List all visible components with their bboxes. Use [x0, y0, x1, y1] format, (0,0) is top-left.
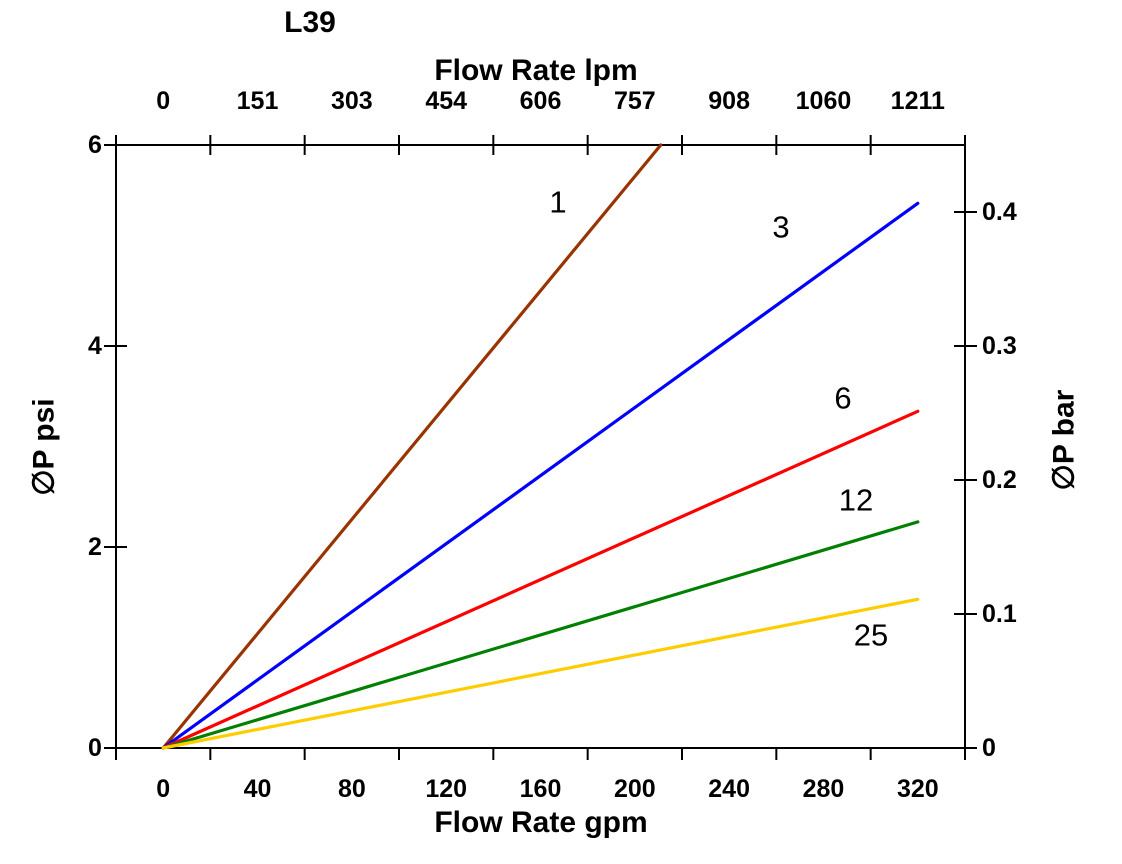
top-tick-label: 303	[331, 87, 373, 115]
right-tick-label: 0.3	[982, 332, 1017, 360]
left-tick-label: 6	[88, 131, 102, 159]
top-tick-label: 1060	[796, 87, 852, 115]
top-axis-title: Flow Rate lpm	[434, 54, 638, 87]
left-tick-label: 2	[88, 533, 102, 561]
series-label-25: 25	[854, 618, 888, 653]
left-tick-label: 0	[88, 734, 102, 762]
right-tick-label: 0.4	[982, 198, 1017, 226]
top-tick-label: 908	[708, 87, 750, 115]
bottom-tick-label: 200	[614, 775, 656, 803]
top-tick-label: 606	[520, 87, 562, 115]
bottom-tick-label: 240	[708, 775, 750, 803]
series-line-12	[161, 520, 920, 750]
bottom-tick-label: 0	[156, 775, 170, 803]
top-tick-label: 1211	[891, 87, 945, 115]
series-line-6	[161, 409, 920, 750]
top-tick-label: 757	[614, 87, 656, 115]
bottom-tick-label: 160	[520, 775, 562, 803]
right-tick-label: 0	[982, 734, 996, 762]
series-line-1	[161, 143, 663, 750]
series-label-1: 1	[549, 185, 566, 220]
bottom-axis-title: Flow Rate gpm	[434, 806, 648, 839]
top-tick-label: 454	[425, 87, 467, 115]
series-label-12: 12	[839, 483, 873, 518]
left-tick-label: 4	[88, 332, 102, 360]
top-tick-label: 0	[156, 87, 170, 115]
bottom-tick-label: 280	[803, 775, 845, 803]
bottom-tick-label: 320	[897, 775, 939, 803]
right-tick-label: 0.1	[982, 600, 1017, 628]
chart-title: L39	[284, 6, 336, 39]
top-tick-label: 151	[237, 87, 279, 115]
bottom-tick-label: 80	[338, 775, 366, 803]
series-label-6: 6	[834, 381, 851, 416]
right-tick-label: 0.2	[982, 466, 1017, 494]
bottom-tick-label: 40	[244, 775, 272, 803]
series-label-3: 3	[772, 210, 789, 245]
series-line-25	[161, 597, 920, 750]
series-line-3	[161, 201, 920, 750]
bottom-tick-label: 120	[425, 775, 467, 803]
